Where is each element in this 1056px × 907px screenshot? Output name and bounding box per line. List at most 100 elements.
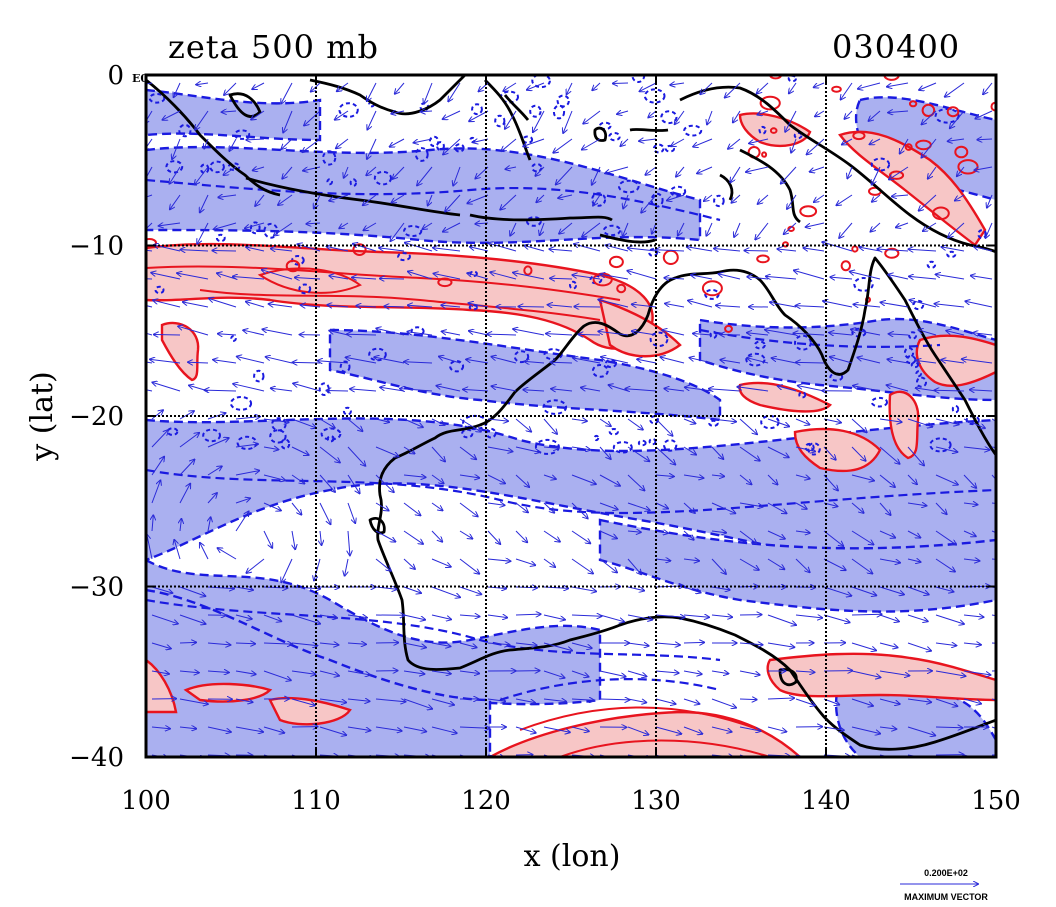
wind-vector <box>513 273 545 280</box>
wind-vector <box>453 166 461 186</box>
wind-vector <box>627 614 652 620</box>
wind-vector <box>732 194 741 203</box>
vortex-blob <box>663 439 678 452</box>
wind-vector <box>907 418 932 427</box>
vortex-blob <box>761 151 768 158</box>
plot-area <box>146 75 996 757</box>
wind-vector <box>704 194 713 201</box>
wind-vector <box>928 166 937 179</box>
wind-vector <box>487 699 505 701</box>
vortex-blob <box>523 265 533 276</box>
wind-vector <box>907 559 921 562</box>
wind-vector <box>459 558 479 574</box>
wind-vector <box>606 245 629 252</box>
wind-vector <box>796 362 825 363</box>
vortex-blob <box>199 163 210 174</box>
wind-vector <box>795 531 810 533</box>
wind-vector <box>683 559 699 561</box>
lat-lon-grid <box>146 75 996 757</box>
vortex-blob <box>908 331 918 340</box>
wind-vector <box>235 726 263 732</box>
wind-vector <box>443 138 461 154</box>
wind-vector <box>291 698 315 705</box>
wind-vector <box>179 698 208 704</box>
wind-vector <box>213 360 237 364</box>
wind-vector <box>527 82 545 90</box>
wind-vector <box>711 475 724 476</box>
wind-vector <box>739 670 760 675</box>
wind-vector <box>339 222 349 228</box>
wind-vector <box>935 474 958 485</box>
wind-vector <box>246 558 265 573</box>
wind-vector <box>711 726 732 732</box>
wind-vector <box>543 530 560 542</box>
wind-vector <box>445 194 461 212</box>
wind-vector <box>281 558 293 582</box>
wind-vector <box>640 82 657 91</box>
wind-vector <box>543 418 557 434</box>
wind-vector <box>706 222 713 236</box>
wind-vector <box>627 670 646 676</box>
wind-vector <box>907 642 931 651</box>
wind-vector <box>739 418 757 434</box>
wind-vector <box>739 726 761 731</box>
wind-vector <box>431 474 444 483</box>
vortex-blob <box>602 224 622 237</box>
wind-vector <box>881 302 909 308</box>
wind-vector <box>767 530 785 539</box>
wind-vector <box>599 670 626 677</box>
wind-vector <box>151 481 160 504</box>
wind-vector <box>599 418 611 426</box>
wind-vector <box>798 386 825 392</box>
wind-vector <box>858 358 881 364</box>
wind-vector <box>395 82 405 94</box>
wind-vector <box>208 517 211 532</box>
wind-vector <box>711 502 735 513</box>
vortex-blob <box>643 88 666 104</box>
vortex-blob <box>178 123 192 138</box>
wind-vector <box>200 543 209 560</box>
wind-vector <box>209 299 237 308</box>
wind-vector <box>439 357 461 364</box>
wind-vector <box>767 558 784 569</box>
wind-vector <box>274 222 293 236</box>
wind-vector <box>709 389 741 391</box>
wind-vector <box>676 166 685 177</box>
wind-vector <box>407 332 433 336</box>
wind-vector <box>935 530 956 545</box>
wind-vector <box>795 446 815 452</box>
wind-vector <box>188 362 209 363</box>
wind-vector <box>627 726 648 735</box>
wind-vector <box>195 166 209 185</box>
wind-vector <box>851 586 876 595</box>
wind-vector <box>408 272 433 280</box>
wind-vector <box>515 558 535 565</box>
wind-vector <box>879 642 898 648</box>
wind-vector <box>851 446 866 461</box>
wind-vector <box>550 278 573 279</box>
wind-vector <box>263 447 278 450</box>
vortex-blob <box>793 131 803 140</box>
wind-vector <box>306 223 321 224</box>
wind-vector <box>327 305 349 307</box>
wind-vector <box>888 359 909 364</box>
vortex-blob <box>650 192 664 208</box>
wind-vector <box>151 671 169 674</box>
wind-vector <box>347 502 355 523</box>
wind-vector <box>711 531 726 533</box>
wind-vector <box>263 474 285 480</box>
wind-vector <box>543 502 554 513</box>
vortex-blob <box>648 437 657 446</box>
wind-vector <box>146 249 153 252</box>
wind-vector <box>506 167 517 169</box>
wind-vector <box>919 82 937 90</box>
wind-vector <box>423 222 433 229</box>
vector-legend-label: MAXIMUM VECTOR <box>904 892 988 902</box>
wind-vector <box>796 306 825 307</box>
wind-vector <box>253 167 265 170</box>
wind-vector <box>888 111 909 113</box>
wind-vector <box>543 558 555 567</box>
wind-vector <box>207 493 217 504</box>
wind-vector <box>513 329 545 336</box>
wind-vector <box>935 390 965 391</box>
